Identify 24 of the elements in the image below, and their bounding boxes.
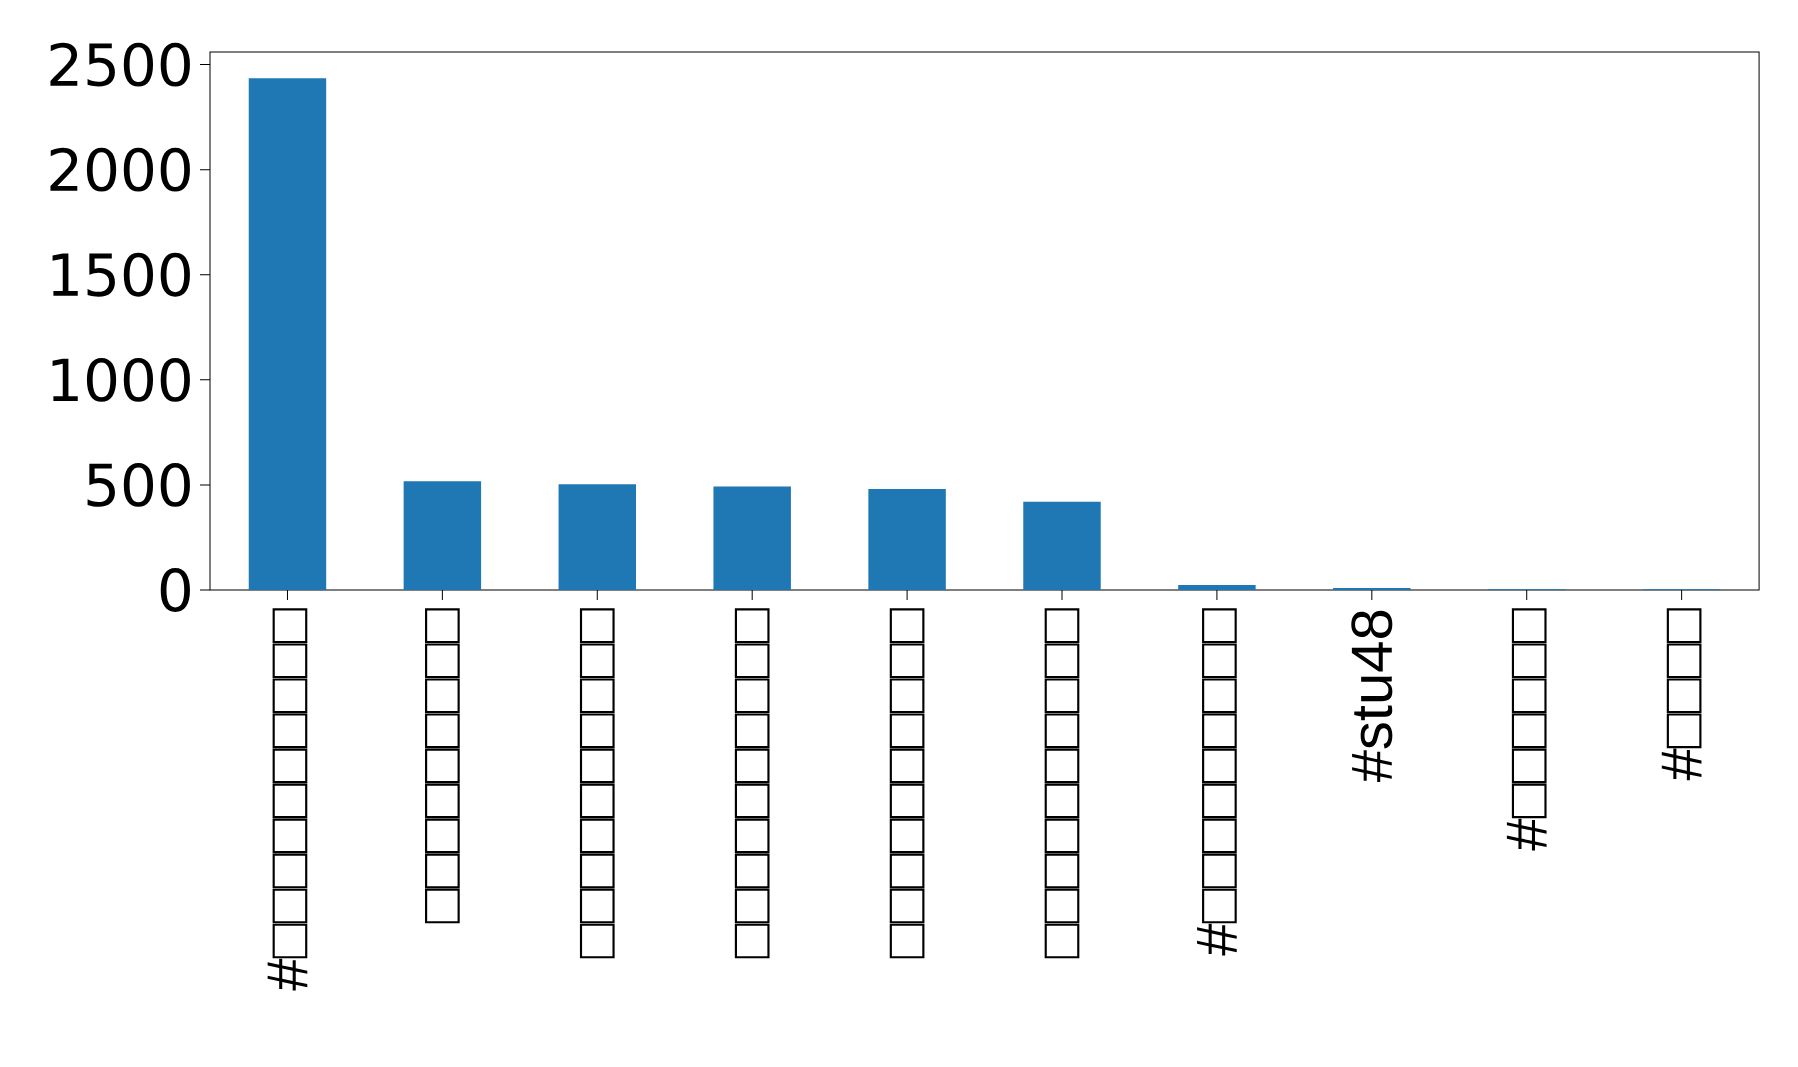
x-tick-label: #□□□□□□□□□□	[267, 608, 308, 991]
y-tick-label: 1500	[52, 252, 190, 297]
bar	[248, 78, 327, 590]
y-tick-label: 2000	[50, 147, 190, 192]
bar	[403, 481, 482, 590]
x-tick-label: □□□□□□□□□	[425, 608, 460, 924]
x-tick-label: □□□□□□□□□□	[1044, 608, 1080, 959]
bar	[1333, 587, 1411, 590]
x-tick-label: □□□□□□□□□□	[579, 608, 615, 959]
y-tick-label: 500	[87, 462, 190, 507]
x-tick-label: □□□□□□□□□□	[734, 608, 770, 959]
bar	[558, 484, 637, 590]
x-tick-label: #□□□□□□□□□	[1197, 608, 1237, 956]
x-tick-label: □□□□□□□□□□	[889, 608, 925, 959]
x-tick-label: #□□□□	[1661, 608, 1702, 781]
x-tick-label: #stu48	[1351, 610, 1393, 783]
bar	[868, 489, 946, 590]
bar	[1178, 584, 1256, 590]
y-tick-label: 0	[160, 568, 190, 612]
x-tick-label: #□□□□□□	[1506, 608, 1547, 851]
y-tick-label: 1000	[52, 357, 190, 402]
bar	[1023, 501, 1101, 590]
y-tick-label: 2500	[50, 42, 190, 87]
bar	[713, 486, 791, 590]
